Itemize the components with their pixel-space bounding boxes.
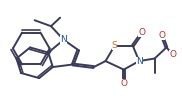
Text: O: O (138, 29, 145, 37)
Text: O: O (169, 50, 176, 59)
Text: N: N (136, 57, 143, 66)
Text: S: S (112, 41, 118, 50)
Text: O: O (120, 79, 127, 88)
Text: N: N (60, 35, 67, 44)
Text: O: O (158, 31, 165, 40)
